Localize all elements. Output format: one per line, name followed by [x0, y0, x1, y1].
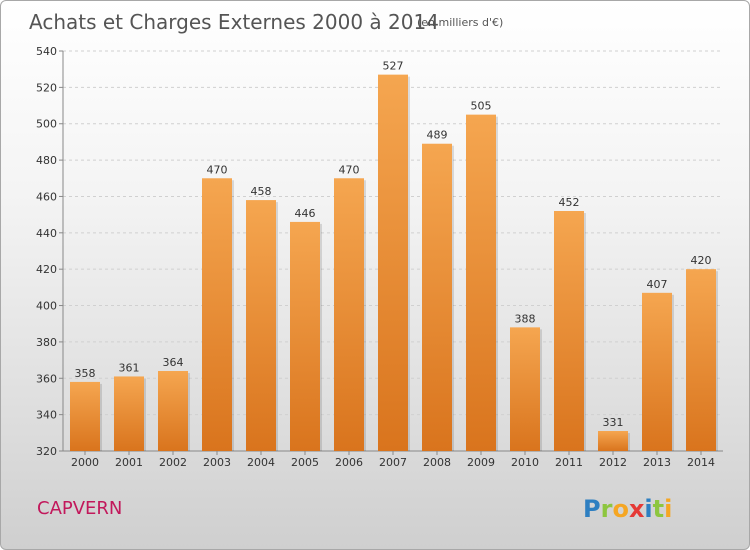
bar — [114, 376, 144, 451]
x-tick-label: 2008 — [423, 456, 451, 469]
y-tick-label: 380 — [36, 336, 57, 349]
data-label: 364 — [163, 356, 184, 369]
x-tick-label: 2006 — [335, 456, 363, 469]
y-tick-label: 360 — [36, 372, 57, 385]
bar — [246, 200, 276, 451]
bar — [598, 431, 628, 451]
y-tick-label: 520 — [36, 81, 57, 94]
bar — [686, 269, 716, 451]
x-tick-label: 2001 — [115, 456, 143, 469]
data-label: 358 — [75, 367, 96, 380]
logo-letter: i — [644, 495, 652, 523]
data-label: 505 — [471, 100, 492, 113]
x-tick-label: 2007 — [379, 456, 407, 469]
data-label: 452 — [559, 196, 580, 209]
logo-letter: o — [612, 495, 629, 523]
x-tick-label: 2000 — [71, 456, 99, 469]
bar — [554, 211, 584, 451]
data-label: 446 — [295, 207, 316, 220]
y-tick-label: 480 — [36, 154, 57, 167]
chart-subtitle: (en milliers d'€) — [417, 16, 503, 29]
data-label: 458 — [251, 185, 272, 198]
y-tick-label: 320 — [36, 445, 57, 458]
bar — [290, 221, 320, 451]
data-label: 489 — [427, 129, 448, 142]
data-label: 420 — [691, 254, 712, 267]
data-label: 470 — [207, 163, 228, 176]
x-tick-label: 2009 — [467, 456, 495, 469]
logo-letter: P — [583, 495, 601, 523]
y-tick-label: 400 — [36, 300, 57, 313]
y-tick-label: 540 — [36, 45, 57, 58]
x-tick-label: 2010 — [511, 456, 539, 469]
logo-letter: r — [601, 495, 613, 523]
x-tick-label: 2004 — [247, 456, 275, 469]
x-tick-label: 2014 — [687, 456, 715, 469]
bar — [202, 178, 232, 452]
bar — [466, 114, 496, 452]
data-label: 331 — [603, 416, 624, 429]
x-tick-label: 2003 — [203, 456, 231, 469]
bar — [422, 143, 452, 451]
bar — [642, 292, 672, 451]
logo-letter: t — [653, 495, 664, 523]
y-tick-label: 460 — [36, 190, 57, 203]
label-layer: 358 361 364 470 458 446 470 527 489 505 388 452 331 4… — [75, 60, 712, 429]
bar — [510, 327, 540, 451]
data-label: 361 — [119, 361, 140, 374]
bar — [70, 381, 100, 451]
bar — [334, 178, 364, 452]
x-tick-label: 2002 — [159, 456, 187, 469]
data-label: 470 — [339, 163, 360, 176]
y-tick-label: 500 — [36, 118, 57, 131]
x-tick-label: 2013 — [643, 456, 671, 469]
y-tick-label: 420 — [36, 263, 57, 276]
data-label: 407 — [647, 278, 668, 291]
x-tick-label: 2012 — [599, 456, 627, 469]
y-tick-label: 440 — [36, 227, 57, 240]
logo-letter: i — [664, 495, 672, 523]
logo-letter: x — [629, 495, 645, 523]
x-tick-label: 2005 — [291, 456, 319, 469]
commune-name: CAPVERN — [37, 498, 122, 519]
chart-title: Achats et Charges Externes 2000 à 2014 — [29, 10, 439, 34]
bar — [378, 74, 408, 452]
x-tick-label: 2011 — [555, 456, 583, 469]
bar — [158, 371, 188, 451]
bar-layer — [70, 74, 718, 452]
y-tick-label: 340 — [36, 409, 57, 422]
proxiti-logo: Proxiti — [583, 495, 672, 523]
data-label: 527 — [383, 60, 404, 73]
data-label: 388 — [515, 312, 536, 325]
